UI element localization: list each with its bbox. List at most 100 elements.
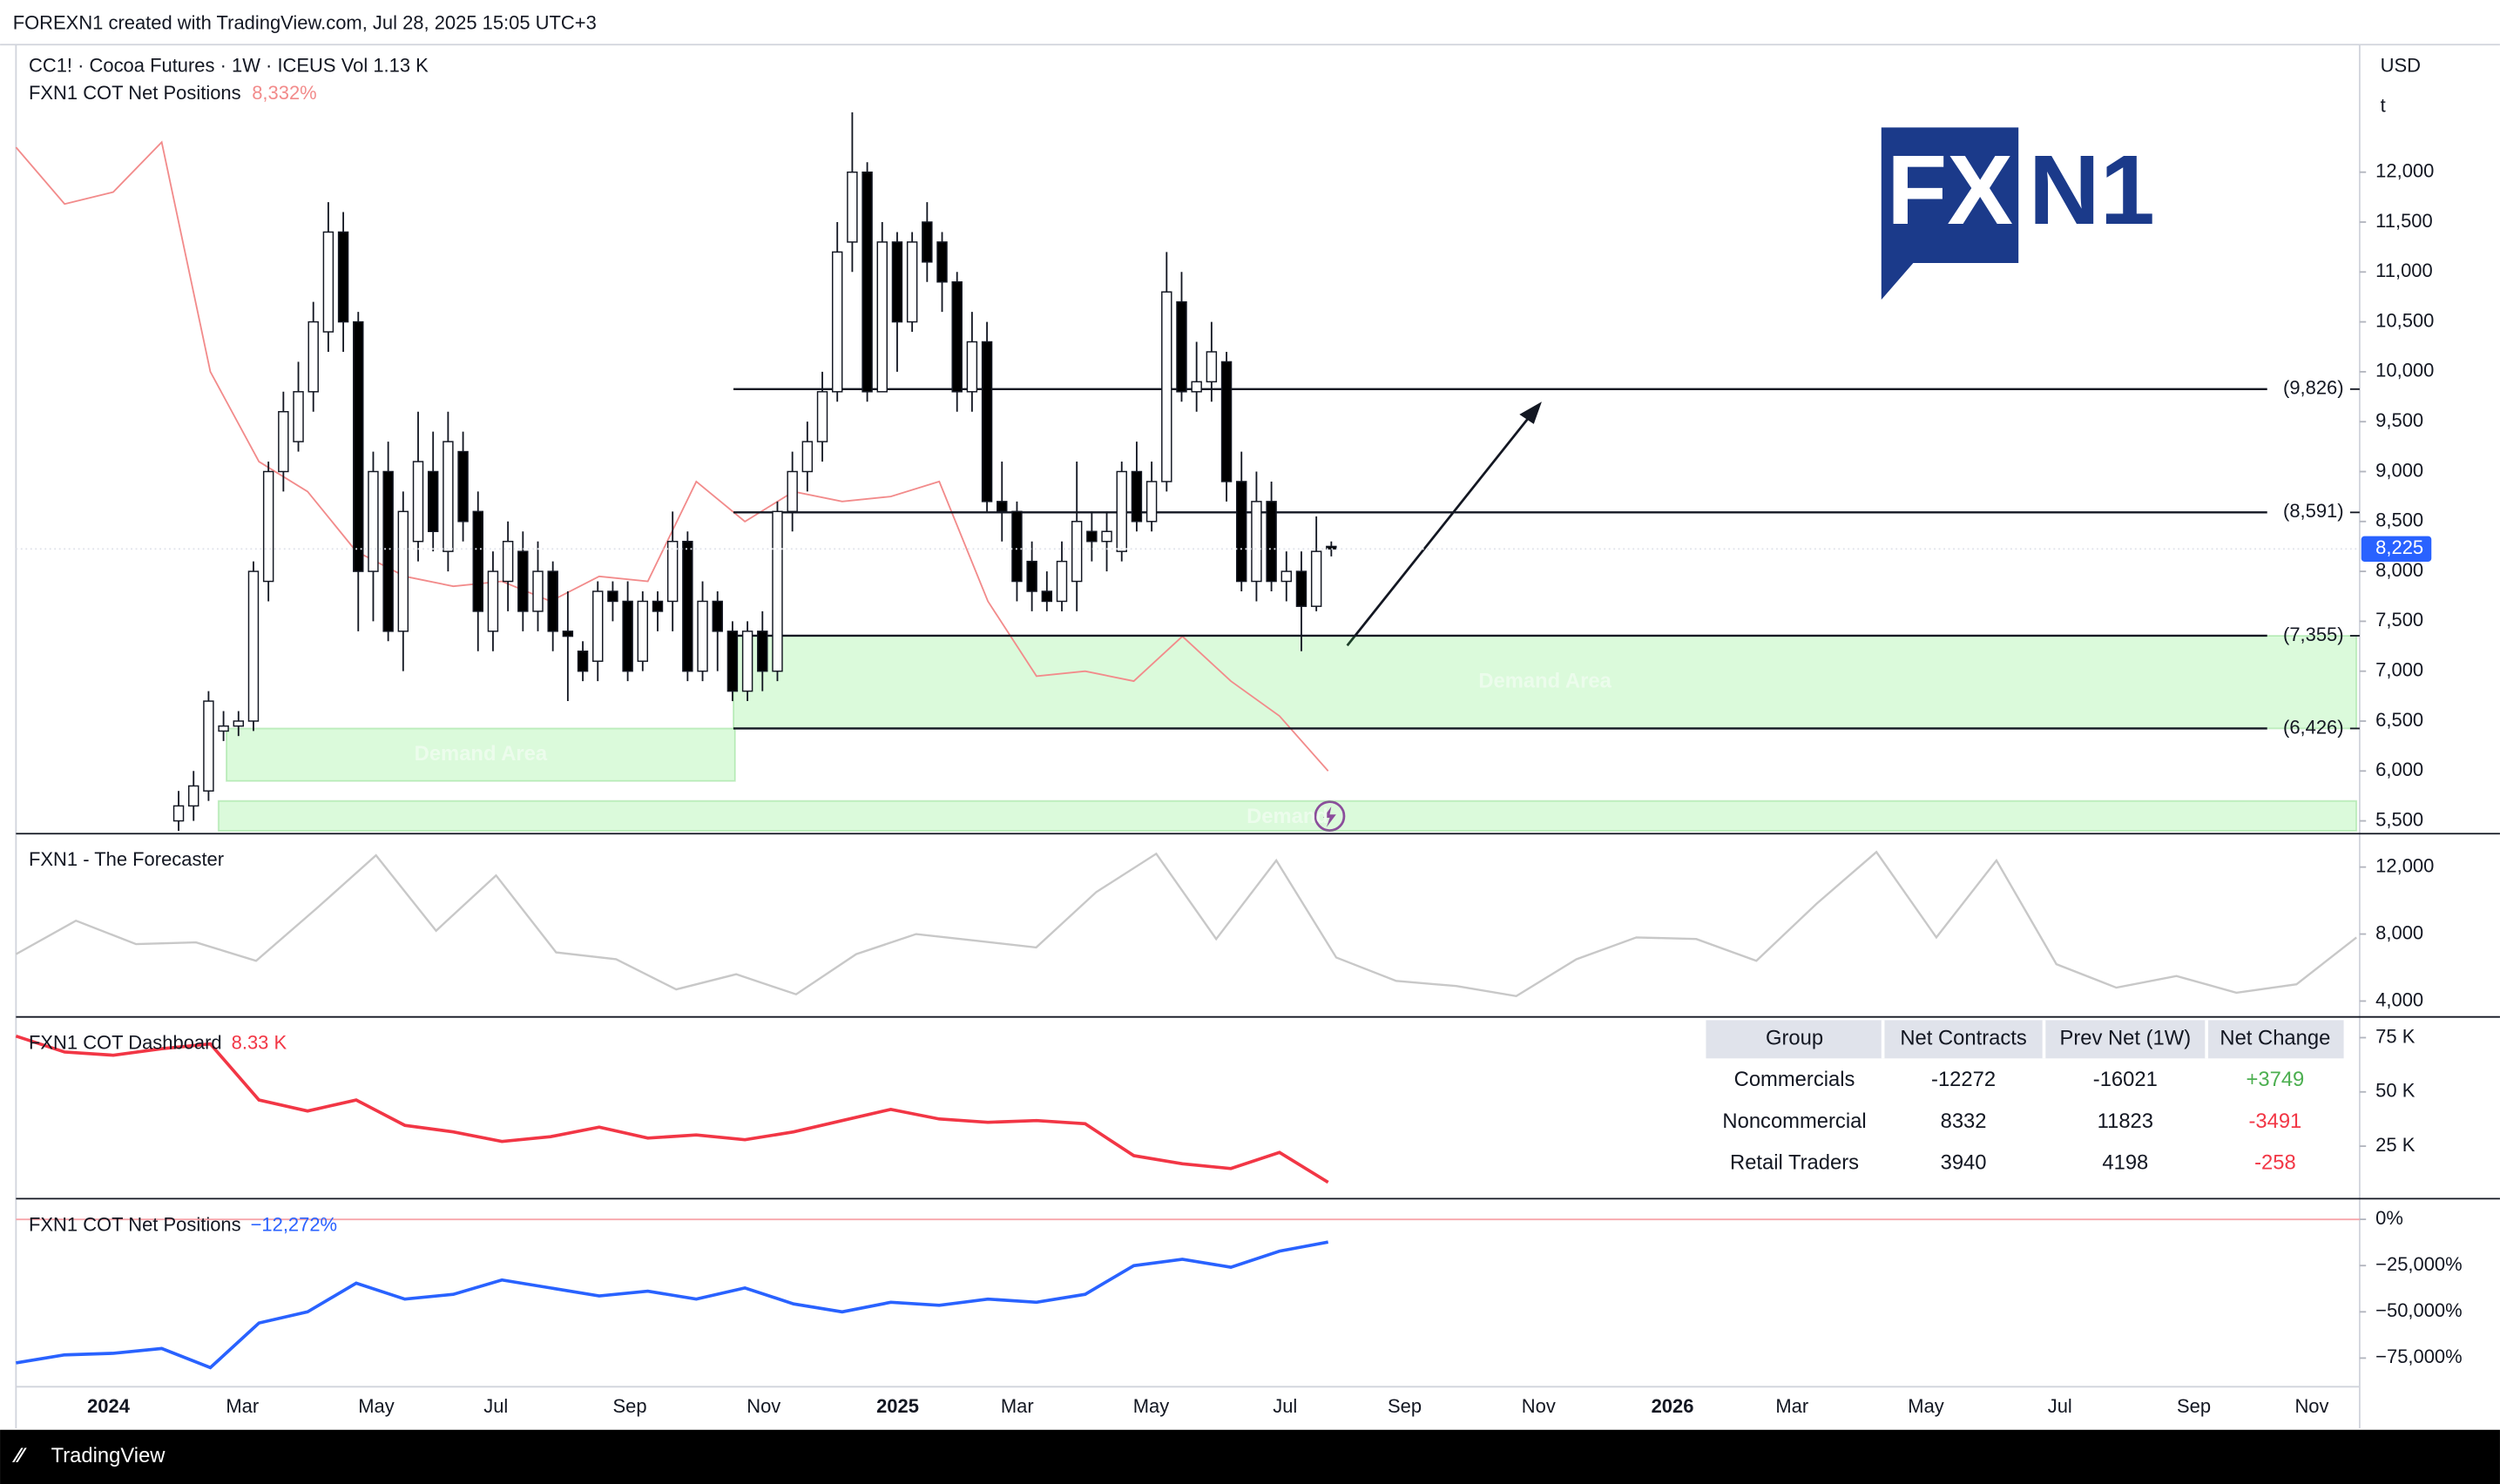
table-header: Group — [1766, 1027, 1823, 1050]
last-price-badge — [2361, 536, 2432, 562]
zone-label: Demand Area — [1478, 670, 1611, 693]
panel-value: 8.33 K — [232, 1032, 287, 1054]
candle-body — [637, 600, 649, 662]
y-tick-label: −50,000% — [2375, 1299, 2462, 1321]
candle-body — [427, 470, 439, 532]
candle-body — [487, 570, 499, 632]
candle-body — [1056, 560, 1068, 603]
candle-body — [1041, 590, 1053, 603]
table-header: Net Contracts — [1900, 1027, 2026, 1050]
y-tick-label: 8,000 — [2375, 559, 2423, 581]
candle-body — [1266, 501, 1277, 583]
candle-body — [1251, 501, 1262, 583]
candle-body — [172, 805, 185, 822]
x-tick-label: Mar — [1001, 1395, 1034, 1417]
panel-title: FXN1 COT Dashboard — [29, 1032, 222, 1054]
y-tick-label: 6,500 — [2375, 709, 2423, 731]
candle-body — [607, 590, 618, 603]
overlay-name: FXN1 COT Net Positions — [29, 82, 241, 104]
candle-body — [1280, 570, 1293, 583]
y-tick-label: 12,000 — [2375, 854, 2434, 876]
candle-body — [981, 341, 993, 503]
candle-body — [412, 461, 424, 543]
candle-body — [1086, 530, 1098, 543]
x-tick-label: 2026 — [1652, 1395, 1694, 1417]
table-cell: +3749 — [2246, 1068, 2304, 1091]
footer-text: TradingView — [51, 1444, 166, 1467]
y-tick-label: 8,000 — [2375, 921, 2423, 943]
candle-body — [1026, 560, 1037, 592]
table-header-bg — [1706, 1020, 2344, 1059]
y-tick-label: 0% — [2375, 1207, 2403, 1229]
candle-body — [322, 231, 334, 333]
x-tick-label: 2024 — [87, 1395, 131, 1417]
candle-body — [353, 320, 364, 572]
y-tick-label: 10,500 — [2375, 309, 2434, 331]
candle-body — [831, 251, 843, 393]
table-cell: -16021 — [2093, 1068, 2158, 1091]
y-tick-label: 75 K — [2375, 1025, 2416, 1047]
y-tick-label: −25,000% — [2375, 1253, 2462, 1275]
candle-body — [1116, 470, 1127, 552]
y-tick-label: 10,000 — [2375, 360, 2434, 381]
candle-body — [1176, 300, 1187, 393]
candle-body — [1131, 470, 1143, 523]
panel-value: −12,272% — [251, 1213, 338, 1235]
y-tick-label: 11,000 — [2375, 260, 2433, 281]
candle-body — [1206, 351, 1218, 383]
candle-body — [368, 470, 379, 572]
x-tick-label: Sep — [1388, 1395, 1422, 1417]
table-cell: -12272 — [1931, 1068, 1996, 1091]
level-label: (9,826) — [2283, 377, 2344, 399]
zone-label: Demand Area — [415, 742, 548, 766]
candle-body — [787, 470, 798, 513]
candle-body — [247, 570, 260, 722]
y-tick-label: 25 K — [2375, 1134, 2416, 1156]
y-tick-label: 50 K — [2375, 1080, 2416, 1102]
candle-body — [622, 600, 633, 672]
chart-title: CC1! · Cocoa Futures · 1W · ICEUS — [29, 55, 336, 77]
candle-body — [712, 600, 723, 632]
x-tick-label: Jul — [1273, 1395, 1297, 1417]
demand-zone — [217, 799, 2358, 832]
candle-body — [337, 231, 349, 323]
logo-text: FX — [1887, 135, 2013, 246]
candle-body — [1236, 481, 1247, 583]
candle-body — [682, 540, 693, 672]
candle-body — [891, 241, 903, 323]
y-tick-label: 9,000 — [2375, 459, 2423, 481]
y-tick-label: 6,000 — [2375, 759, 2423, 780]
x-tick-label: Sep — [612, 1395, 646, 1417]
x-tick-label: May — [1908, 1395, 1943, 1417]
table-header: Net Change — [2220, 1027, 2330, 1050]
candle-body — [443, 441, 454, 552]
candle-body — [397, 510, 409, 632]
x-tick-label: May — [1133, 1395, 1169, 1417]
candle-body — [562, 631, 574, 637]
candle-body — [1161, 291, 1172, 482]
candle-body — [741, 631, 753, 692]
candle-body — [188, 785, 199, 807]
table-cell: -258 — [2254, 1150, 2296, 1174]
candle-body — [1011, 510, 1023, 583]
candle-body — [262, 470, 274, 583]
overlay-value: 8,332% — [252, 82, 316, 104]
event-icon — [1323, 806, 1336, 827]
candle-body — [547, 570, 558, 632]
footer-bar — [0, 1429, 2500, 1484]
y-tick-label: 7,000 — [2375, 658, 2423, 680]
panel-title: FXN1 - The Forecaster — [29, 848, 224, 870]
candle-body — [951, 281, 963, 393]
candle-body — [816, 391, 828, 442]
candle-body — [1310, 550, 1322, 607]
table-cell: Commercials — [1734, 1068, 1855, 1091]
candle-body — [307, 320, 319, 393]
demand-zone — [226, 727, 736, 782]
candle-body — [577, 651, 589, 672]
zone-label: Demand — [1247, 805, 1328, 828]
candle-body — [666, 540, 679, 603]
candle-body — [1220, 361, 1233, 482]
candle-body — [997, 501, 1008, 513]
